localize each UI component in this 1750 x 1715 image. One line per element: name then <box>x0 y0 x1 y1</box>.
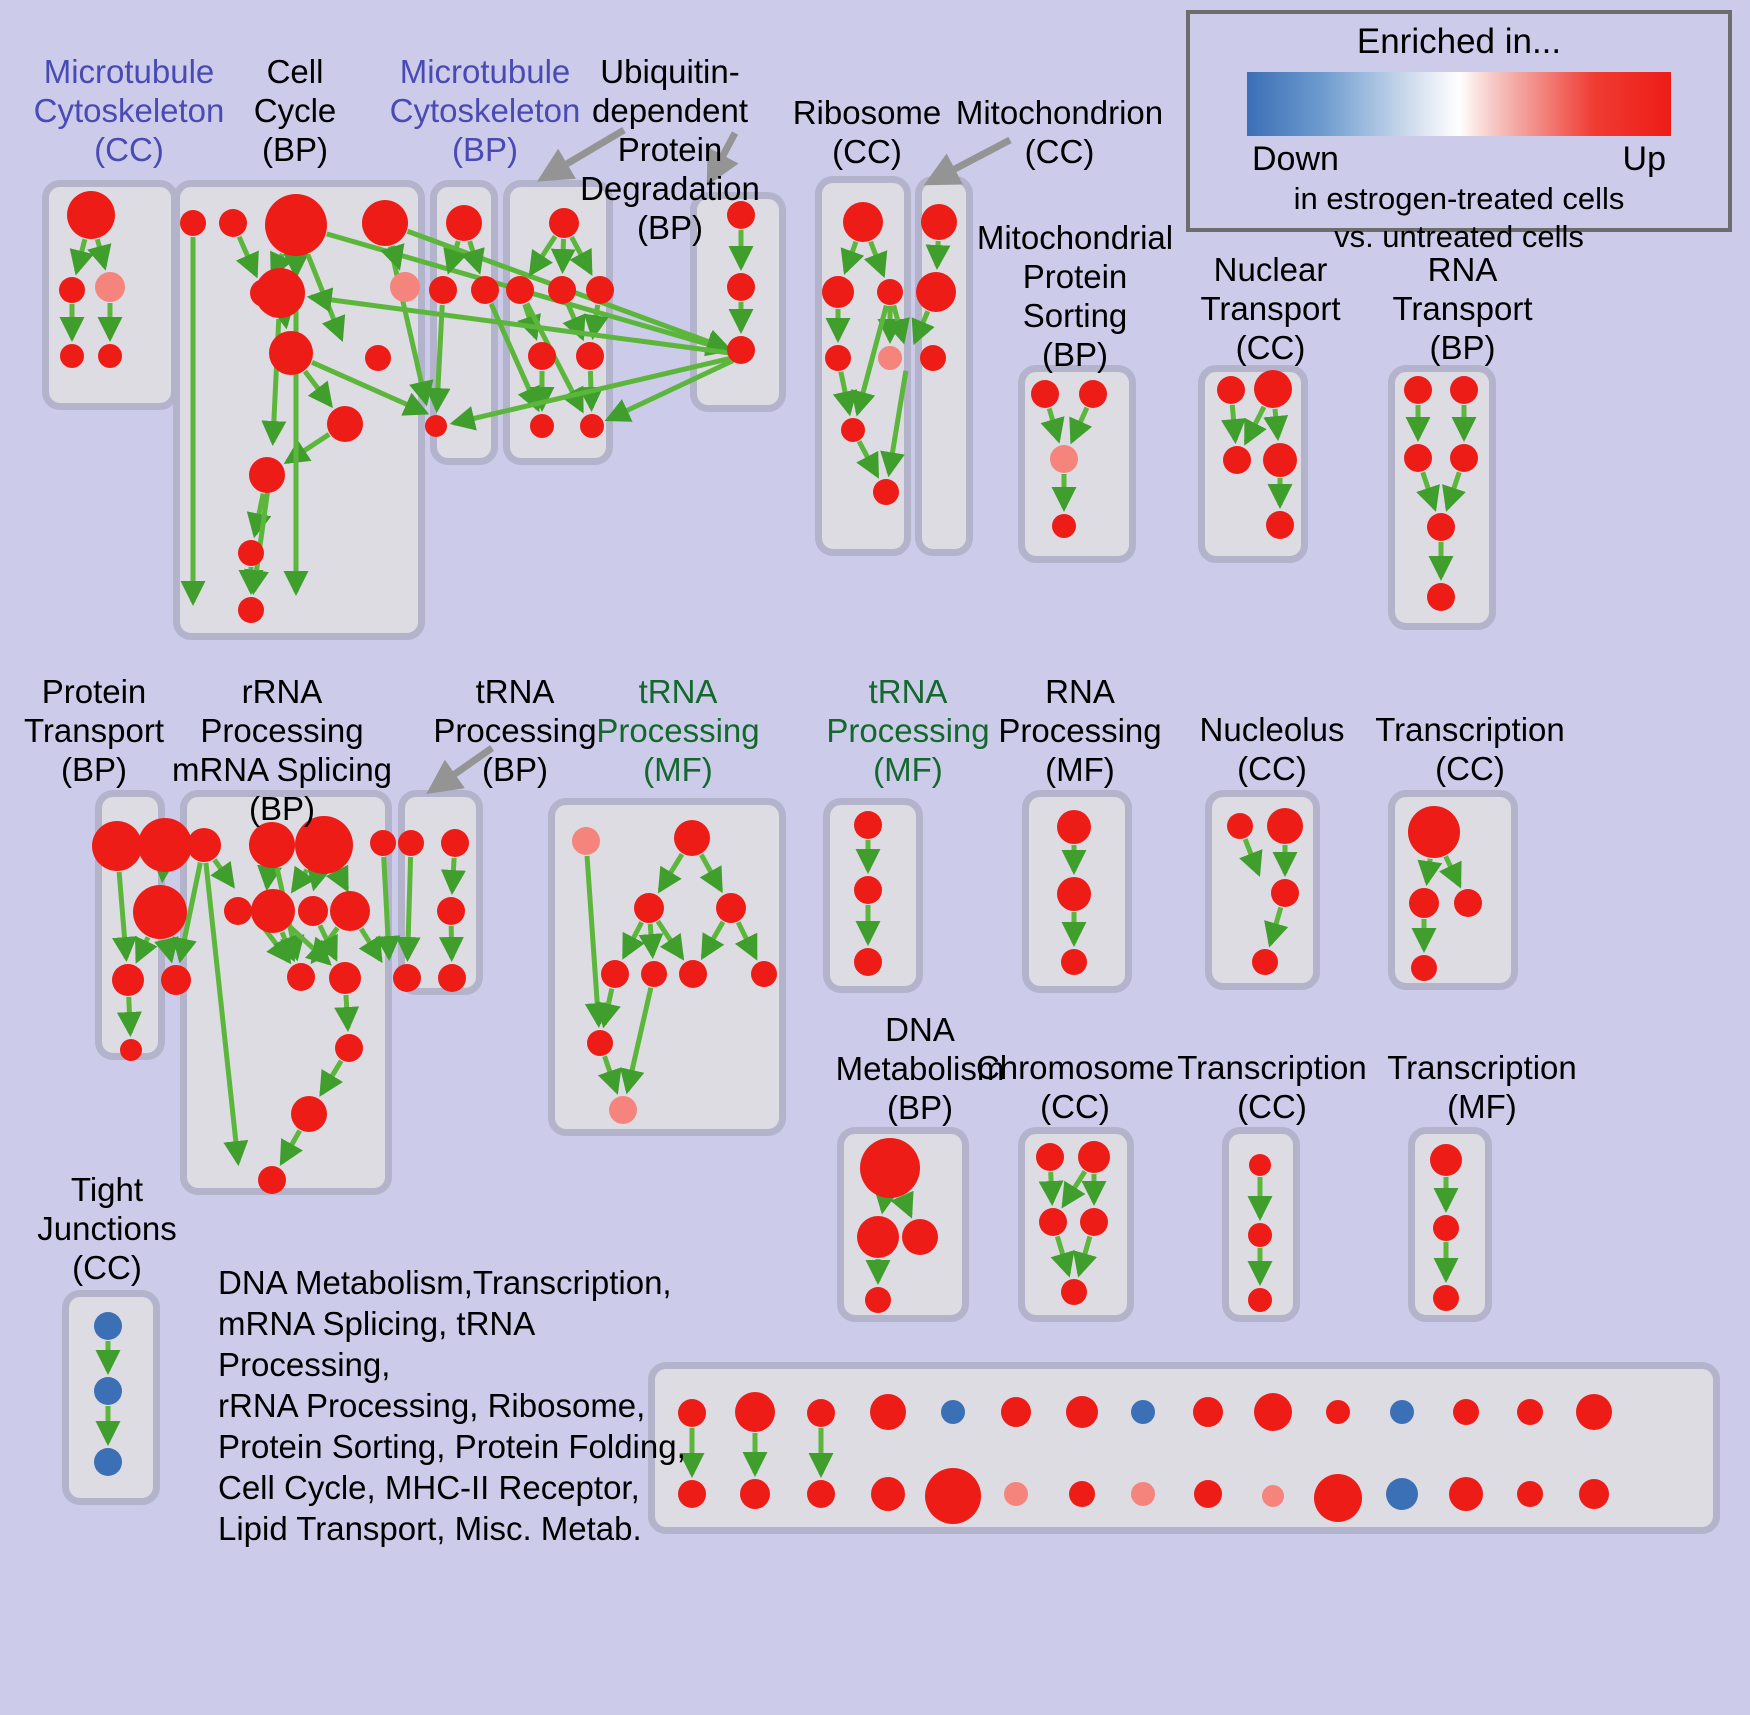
cluster-box-tight-junctions-cc <box>62 1290 160 1505</box>
cluster-label-dna-metabolism-bp: DNA Metabolism (BP) <box>835 1011 1005 1126</box>
cluster-box-rna-transport-bp <box>1388 365 1496 630</box>
cluster-box-cell-cycle-bp <box>173 180 425 640</box>
cluster-label-transcription-cc-upper: Transcription (CC) <box>1375 711 1565 787</box>
cluster-label-transcription-mf: Transcription (MF) <box>1387 1049 1577 1125</box>
cluster-box-trna-processing-bp <box>398 790 483 995</box>
cluster-box-transcription-cc-lower <box>1222 1127 1300 1322</box>
cluster-box-transcription-cc-upper <box>1388 790 1518 990</box>
misc-terms-text: DNA Metabolism,Transcription, mRNA Splic… <box>218 1264 686 1547</box>
legend-panel: Enriched in... Down Up in estrogen-treat… <box>1186 10 1732 254</box>
cluster-label-protein-transport-bp: Protein Transport (BP) <box>24 673 164 788</box>
cluster-box-microtubule-cytoskeleton-bp <box>430 180 498 465</box>
cluster-box-rrna-mrna-splicing-bp <box>180 790 392 1195</box>
edge <box>154 936 179 964</box>
legend-colorbar <box>1247 72 1671 136</box>
cluster-label-tight-junctions-cc: Tight Junctions (CC) <box>37 1171 177 1286</box>
cluster-box-mitochondrial-protein-sorting-bp <box>1018 365 1136 563</box>
cluster-label-transcription-cc-lower: Transcription (CC) <box>1177 1049 1367 1125</box>
cluster-label-mitochondrion-cc: Mitochondrion (CC) <box>955 94 1164 170</box>
cluster-label-rrna-mrna-splicing-bp: rRNA Processing mRNA Splicing (BP) <box>171 673 393 827</box>
legend-title: Enriched in... <box>1356 22 1562 61</box>
cluster-label-rna-transport-bp: RNA Transport (BP) <box>1392 251 1533 366</box>
cluster-box-transcription-mf <box>1408 1127 1492 1322</box>
cluster-label-ubiquitin-protein-degradation-bp: Ubiquitin- dependent Protein Degradation… <box>580 53 760 246</box>
cluster-label-ribosome-cc: Ribosome (CC) <box>792 94 942 170</box>
legend-subtitle-line1: in estrogen-treated cells <box>1293 181 1625 216</box>
cluster-box-dna-metabolism-bp <box>837 1127 969 1322</box>
cluster-box-mitochondrion-cc <box>915 176 973 556</box>
cluster-box-microtubule-cytoskeleton-cc <box>42 180 178 410</box>
cluster-box-misc-bottom-strip <box>648 1362 1720 1534</box>
cluster-label-microtubule-cytoskeleton-bp: Microtubule Cytoskeleton (BP) <box>389 53 581 168</box>
legend-high-label: Up <box>1622 140 1666 178</box>
cluster-label-trna-processing-mf-small: tRNA Processing (MF) <box>826 673 990 788</box>
cluster-box-protein-transport-bp <box>95 790 165 1060</box>
cluster-label-nucleolus-cc: Nucleolus (CC) <box>1199 711 1345 787</box>
legend-subtitle-line2: vs. untreated cells <box>1334 219 1584 254</box>
cluster-box-ribosome-cc <box>815 176 911 556</box>
legend-low-label: Down <box>1252 140 1339 178</box>
cluster-label-cell-cycle-bp: Cell Cycle (BP) <box>253 53 337 168</box>
cluster-box-trna-processing-mf-large <box>548 798 786 1136</box>
cluster-label-trna-processing-bp: tRNA Processing (BP) <box>433 673 597 788</box>
cluster-box-trna-processing-mf-small <box>823 798 923 993</box>
cluster-box-nuclear-transport-cc <box>1198 365 1308 563</box>
cluster-label-microtubule-cytoskeleton-cc: Microtubule Cytoskeleton (CC) <box>33 53 225 168</box>
cluster-label-nuclear-transport-cc: Nuclear Transport (CC) <box>1200 251 1341 366</box>
cluster-label-rna-processing-mf: RNA Processing (MF) <box>998 673 1162 788</box>
cluster-label-chromosome-cc: Chromosome (CC) <box>975 1049 1175 1125</box>
cluster-box-nucleolus-cc <box>1205 790 1320 990</box>
cluster-box-chromosome-cc <box>1018 1127 1134 1322</box>
cluster-label-mitochondrial-protein-sorting-bp: Mitochondrial Protein Sorting (BP) <box>976 219 1174 373</box>
cluster-box-rna-processing-mf <box>1022 790 1132 993</box>
cluster-label-trna-processing-mf-large: tRNA Processing (MF) <box>596 673 760 788</box>
